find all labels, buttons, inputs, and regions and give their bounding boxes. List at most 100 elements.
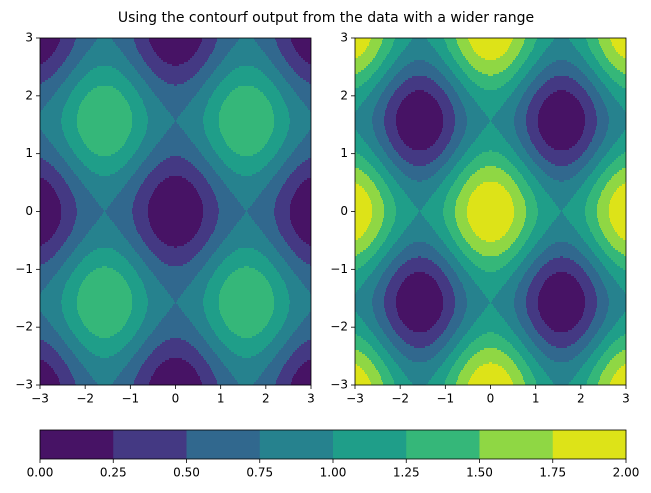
contour-band (57, 374, 72, 377)
contour-band (132, 298, 148, 301)
contour-band (127, 162, 142, 165)
contour-band (355, 238, 358, 241)
contour-band (298, 52, 311, 55)
contour-band (580, 284, 593, 287)
contour-band (607, 130, 624, 133)
contour-band (458, 358, 470, 361)
contour-band (609, 120, 626, 123)
contour-band (528, 168, 541, 171)
contour-band (611, 274, 626, 277)
contour-band (196, 94, 212, 97)
contour-band (621, 154, 626, 157)
contour-band (212, 146, 229, 149)
contour-band (542, 252, 581, 255)
contour-band (585, 116, 597, 119)
contour-band (609, 256, 626, 259)
contour-band (382, 258, 394, 261)
contour-band (578, 158, 591, 161)
contour-band (271, 316, 287, 319)
contour-band (236, 172, 256, 175)
contour-band (40, 56, 50, 59)
contour-band (466, 308, 485, 311)
contour-band (278, 332, 293, 335)
contour-band (384, 296, 396, 299)
contour-band (596, 88, 608, 91)
contour-band (585, 212, 597, 215)
contour-band (526, 302, 538, 305)
contour-band (121, 72, 138, 75)
contour-band (589, 64, 600, 67)
contour-band (369, 358, 381, 361)
contour-band (605, 318, 619, 321)
contour-band (559, 214, 564, 217)
contour-band (153, 272, 198, 275)
contour-band (370, 344, 382, 347)
contour-band (355, 80, 367, 83)
contour-band (40, 216, 61, 219)
contour-band (129, 316, 145, 319)
contour-band (40, 146, 54, 149)
contour-band (506, 100, 520, 103)
contour-band (538, 124, 585, 127)
contour-band (147, 176, 169, 179)
contour-band (257, 42, 277, 45)
contour-band (601, 192, 614, 195)
contour-band (394, 40, 411, 43)
contour-band (209, 56, 225, 59)
contour-band (583, 238, 595, 241)
contour-band (355, 42, 369, 45)
contour-band (204, 306, 219, 309)
contour-band (563, 208, 585, 211)
contour-band (518, 318, 530, 321)
contour-band (554, 220, 569, 223)
contour-band (594, 134, 606, 137)
contour-band (388, 186, 400, 189)
contour-band (217, 382, 238, 385)
contour-band (587, 178, 598, 181)
contour-band (287, 360, 307, 363)
contour-band (209, 258, 225, 261)
contour-band (616, 280, 626, 283)
contour-band (542, 286, 581, 289)
contour-band (439, 286, 452, 289)
contour-band (546, 230, 577, 233)
contour-band (355, 198, 370, 201)
contour-band (613, 342, 626, 345)
contour-band (594, 70, 605, 73)
contour-band (606, 366, 621, 369)
contour-band (127, 364, 142, 367)
contour-band (282, 144, 298, 147)
contour-band (366, 142, 379, 145)
contour-band (603, 172, 617, 175)
contour-band (389, 320, 402, 323)
contour-band (384, 150, 396, 153)
contour-band (359, 184, 375, 187)
contour-band (40, 208, 61, 211)
contour-band (291, 200, 311, 203)
contour-band (40, 142, 51, 145)
contour-band (63, 290, 79, 293)
contour-band (545, 82, 578, 85)
contour-band (170, 294, 181, 297)
contour-band (425, 218, 444, 221)
contour-band (568, 330, 586, 333)
contour-band (598, 272, 609, 275)
contour-band (403, 140, 436, 143)
contour-band (40, 308, 62, 311)
contour-band (374, 182, 385, 185)
contour-band (428, 200, 445, 203)
contour-band (500, 56, 516, 59)
contour-band (355, 304, 372, 307)
contour-band (296, 92, 311, 95)
contour-band (388, 284, 401, 287)
contour-band (568, 202, 586, 205)
contour-band (216, 378, 235, 381)
contour-band (298, 276, 311, 279)
contour-band (556, 204, 567, 207)
contour-band (185, 108, 205, 111)
contour-band (355, 214, 372, 217)
contour-band (387, 54, 400, 57)
contour-band (471, 194, 510, 197)
contour-band (40, 276, 53, 279)
contour-band (203, 204, 218, 207)
